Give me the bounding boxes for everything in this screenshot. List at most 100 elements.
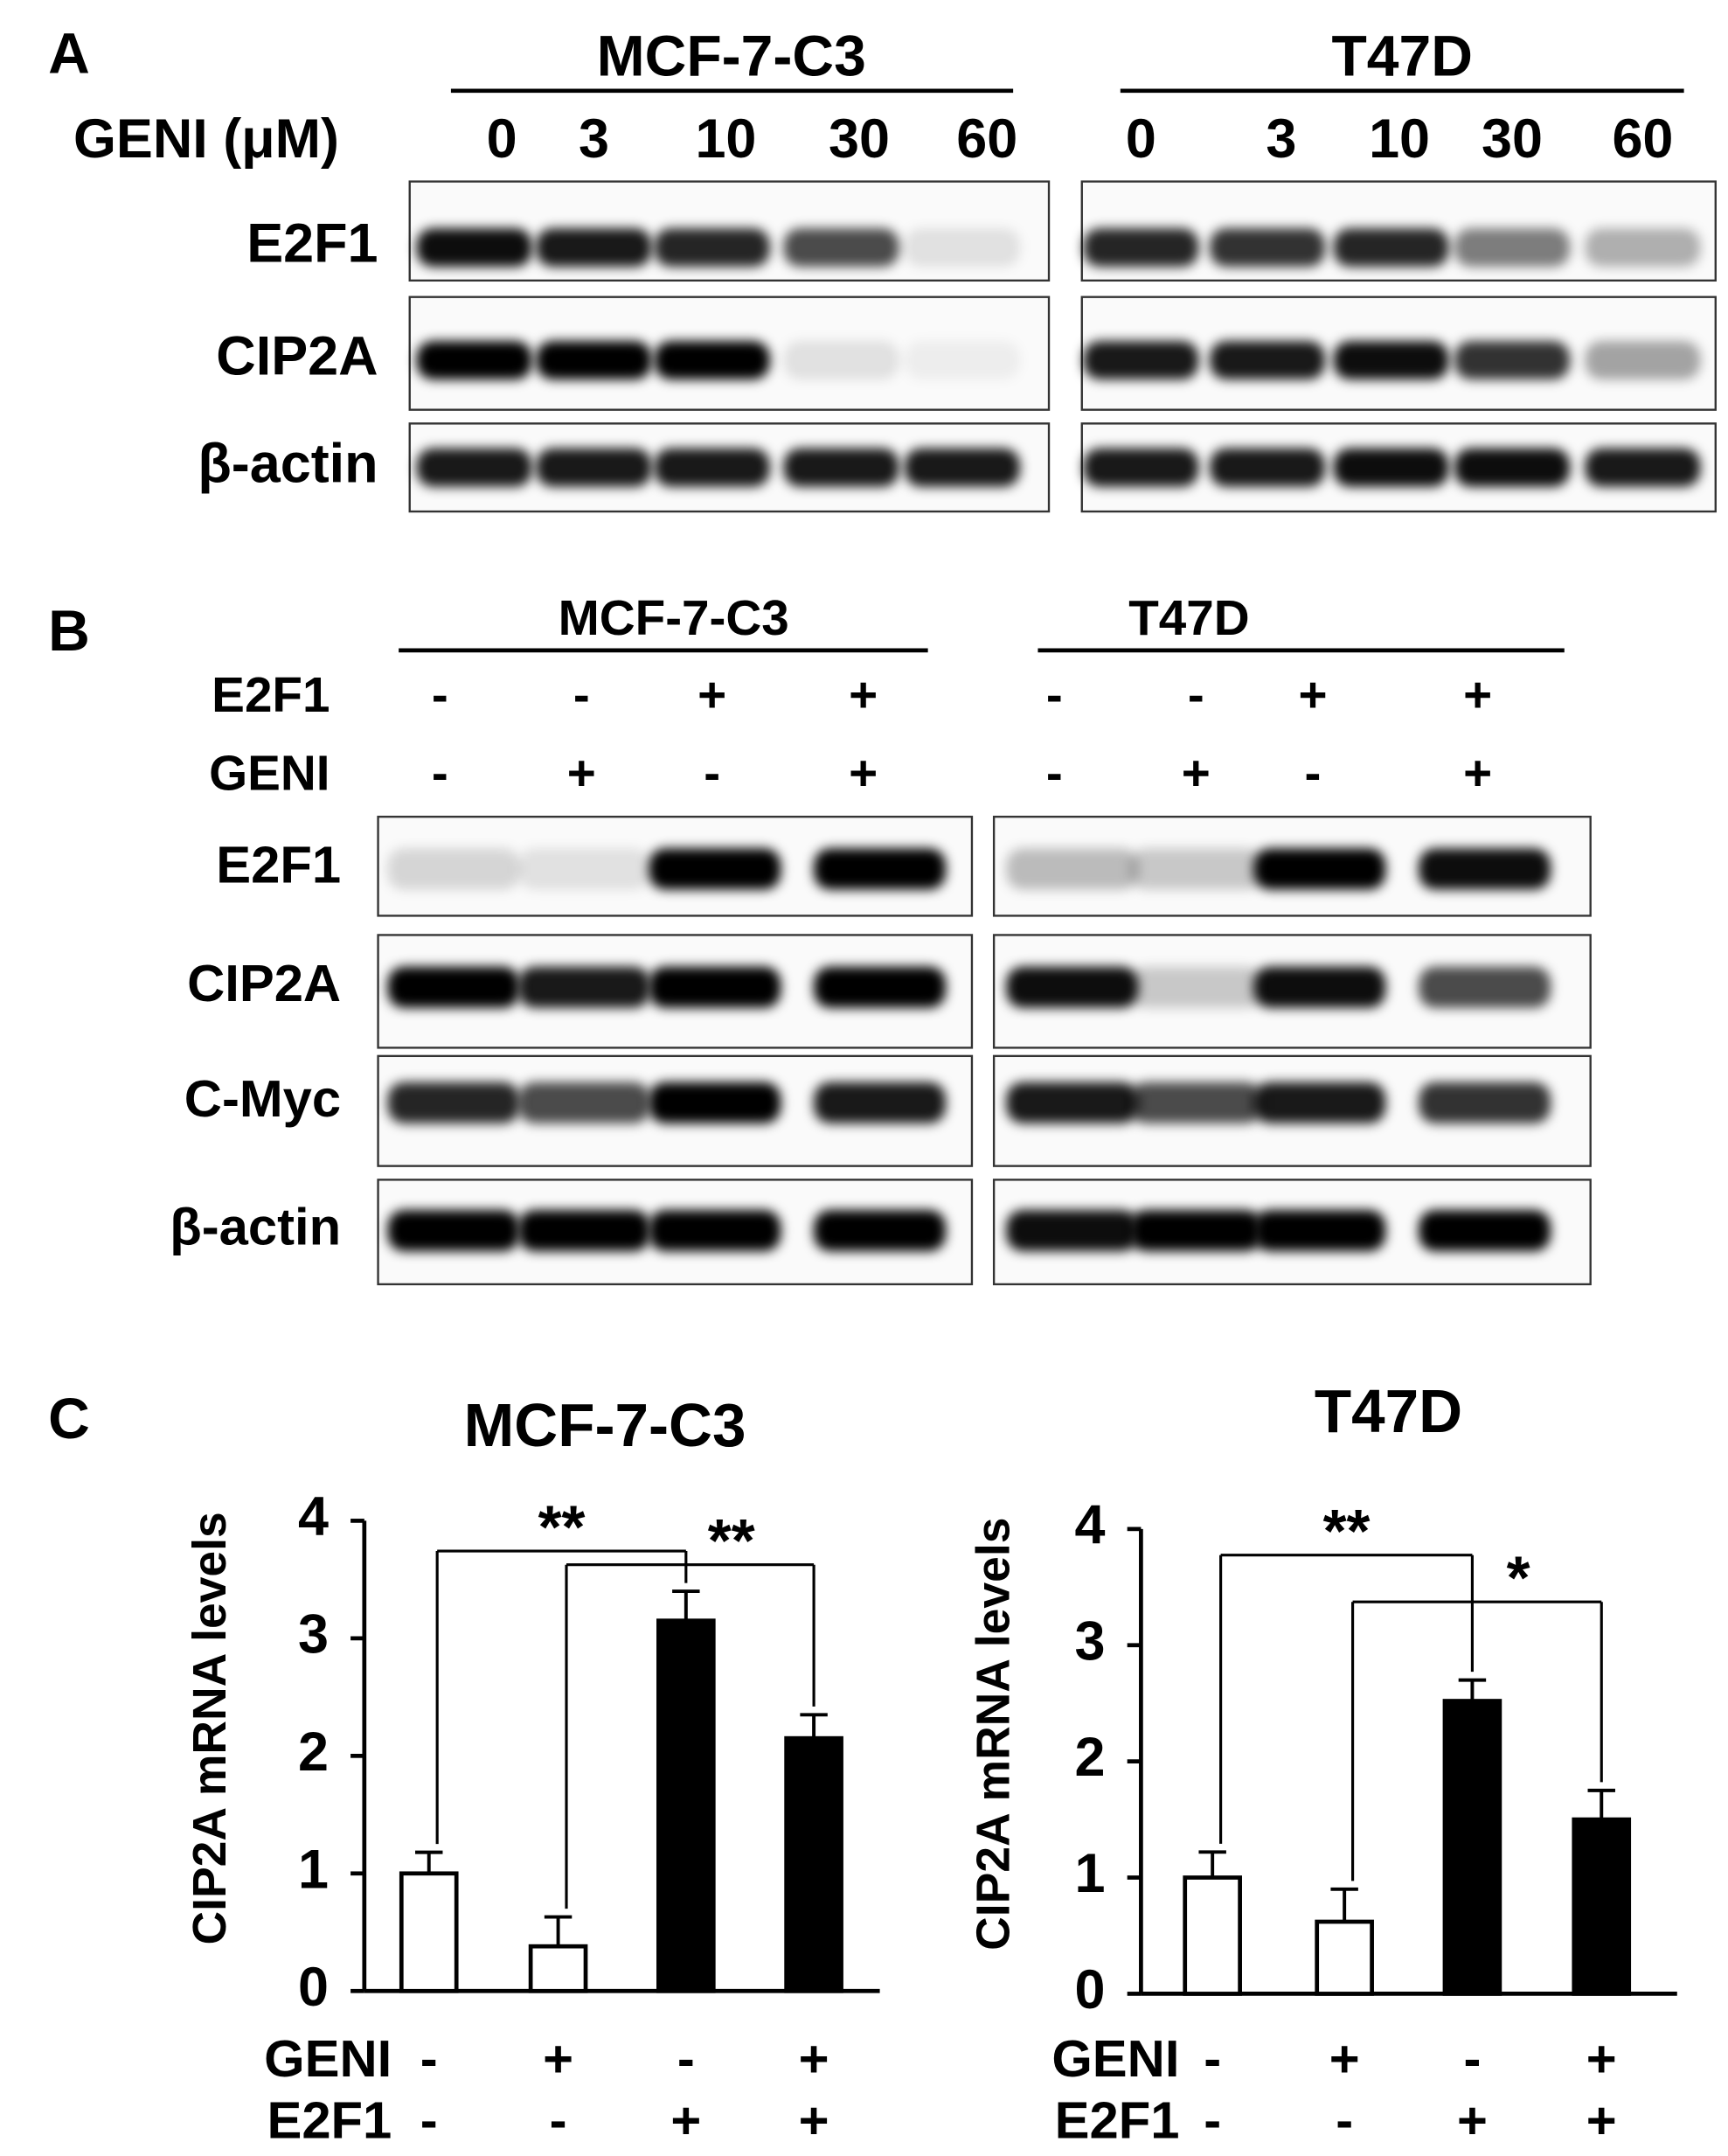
band xyxy=(536,341,652,380)
group-label: T47D xyxy=(1331,24,1473,88)
band xyxy=(1585,341,1701,380)
panel-label: C xyxy=(48,1386,90,1450)
condition-sign: - xyxy=(1046,667,1063,722)
band xyxy=(1006,966,1139,1008)
band xyxy=(1129,1081,1262,1123)
band xyxy=(1006,1209,1139,1252)
lane-label: 3 xyxy=(579,108,609,170)
bar xyxy=(528,1944,588,1993)
condition-sign: - xyxy=(573,667,590,722)
band xyxy=(904,228,1021,268)
significance-label: ** xyxy=(1323,1497,1371,1565)
band xyxy=(1333,228,1449,268)
y-axis-label: CIP2A mRNA levels xyxy=(968,1518,1019,1951)
band xyxy=(1210,448,1326,487)
condition-sign: - xyxy=(1204,2091,1221,2150)
band xyxy=(654,448,770,487)
band xyxy=(517,1081,650,1123)
band xyxy=(536,448,652,487)
band xyxy=(1129,1209,1262,1252)
condition-sign: - xyxy=(420,2029,438,2088)
band xyxy=(1419,1209,1551,1252)
bar xyxy=(784,1735,843,1993)
lane-label: 30 xyxy=(829,108,890,170)
bar xyxy=(1315,1919,1374,1996)
y-tick-label: 3 xyxy=(298,1603,329,1665)
treatment-label: E2F1 xyxy=(212,667,330,722)
significance-label: ** xyxy=(708,1506,755,1575)
band xyxy=(387,1081,520,1123)
row-label: E2F1 xyxy=(216,836,341,894)
row-label: C-Myc xyxy=(184,1069,341,1128)
band xyxy=(1454,448,1571,487)
lane-label: 0 xyxy=(487,108,517,170)
treatment-label: GENI (μM) xyxy=(73,108,339,170)
condition-sign: + xyxy=(567,746,596,801)
lane-label: 10 xyxy=(1369,108,1430,170)
band xyxy=(814,848,947,890)
condition-label: E2F1 xyxy=(267,2091,392,2150)
band xyxy=(517,848,650,890)
row-label: CIP2A xyxy=(216,326,378,387)
condition-sign: + xyxy=(543,2029,573,2088)
band xyxy=(1585,448,1701,487)
condition-sign: + xyxy=(1586,2091,1617,2150)
band xyxy=(904,341,1021,380)
band xyxy=(387,1209,520,1252)
y-tick-label: 1 xyxy=(1075,1843,1106,1904)
group-label: T47D xyxy=(1128,590,1249,645)
condition-label: GENI xyxy=(1051,2029,1179,2088)
y-tick-label: 2 xyxy=(1075,1727,1106,1788)
condition-sign: + xyxy=(1457,2091,1488,2150)
lane-label: 60 xyxy=(956,108,1017,170)
band xyxy=(1083,341,1199,380)
band xyxy=(1333,448,1449,487)
condition-sign: - xyxy=(1336,2091,1353,2150)
band xyxy=(1454,228,1571,268)
bar xyxy=(1572,1817,1632,1996)
band xyxy=(416,228,532,268)
band xyxy=(814,966,947,1008)
y-tick-label: 2 xyxy=(298,1721,329,1783)
y-tick-label: 4 xyxy=(298,1486,329,1547)
lane-label: 60 xyxy=(1612,108,1673,170)
condition-sign: + xyxy=(849,667,878,722)
band xyxy=(814,1209,947,1252)
condition-sign: - xyxy=(1305,746,1322,801)
band xyxy=(1585,228,1701,268)
band xyxy=(1083,448,1199,487)
condition-sign: + xyxy=(799,2091,829,2150)
condition-sign: - xyxy=(677,2029,695,2088)
band xyxy=(649,966,781,1008)
bar xyxy=(399,1871,459,1993)
band xyxy=(1419,966,1551,1008)
band xyxy=(654,341,770,380)
condition-sign: - xyxy=(432,746,448,801)
condition-sign: + xyxy=(1463,746,1492,801)
band xyxy=(1210,228,1326,268)
group-label: MCF-7-C3 xyxy=(597,24,866,88)
band xyxy=(904,448,1021,487)
group-label: MCF-7-C3 xyxy=(559,590,789,645)
lane-label: 0 xyxy=(1126,108,1156,170)
panel-label: A xyxy=(48,21,90,86)
condition-sign: + xyxy=(1298,667,1327,722)
band xyxy=(1129,966,1262,1008)
condition-sign: + xyxy=(1182,746,1211,801)
band xyxy=(1006,848,1139,890)
condition-sign: + xyxy=(670,2091,701,2150)
significance-label: * xyxy=(1507,1543,1530,1611)
condition-sign: - xyxy=(1204,2029,1221,2088)
band xyxy=(654,228,770,268)
y-tick-label: 4 xyxy=(1075,1494,1106,1555)
band xyxy=(387,966,520,1008)
band xyxy=(649,1209,781,1252)
condition-sign: - xyxy=(550,2091,567,2150)
band xyxy=(387,848,520,890)
condition-sign: - xyxy=(1046,746,1063,801)
chart-title: T47D xyxy=(1315,1377,1462,1445)
condition-sign: - xyxy=(704,746,720,801)
condition-label: E2F1 xyxy=(1055,2091,1180,2150)
band xyxy=(1419,848,1551,890)
